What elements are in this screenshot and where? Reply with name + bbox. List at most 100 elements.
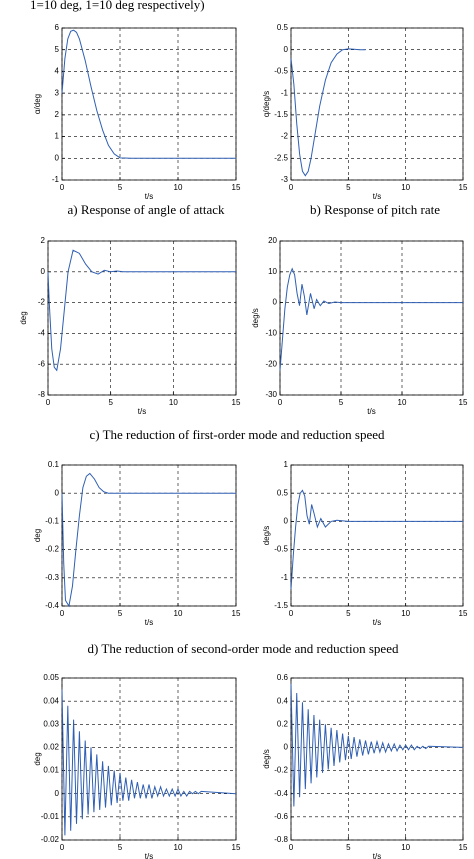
x-axis-label: t/s [145, 852, 153, 859]
y-tick-label: 4 [55, 67, 60, 76]
y-tick-label: -0.6 [274, 812, 288, 821]
caption: a) Response of angle of attack [67, 202, 225, 217]
y-tick-label: 5 [55, 45, 60, 54]
x-tick-label: 0 [289, 183, 294, 192]
y-tick-label: -10 [265, 329, 277, 338]
top-text: 1=10 deg, 1=10 deg respectively) [30, 0, 205, 12]
y-tick-label: -0.1 [45, 517, 59, 526]
y-tick-label: 6 [55, 23, 60, 32]
x-tick-label: 15 [232, 398, 241, 407]
y-tick-label: -1 [281, 88, 289, 97]
x-tick-label: 5 [346, 609, 351, 618]
y-tick-label: 0.04 [43, 696, 59, 705]
x-tick-label: 10 [401, 183, 410, 192]
x-tick-label: 10 [174, 609, 183, 618]
x-tick-label: 0 [289, 609, 294, 618]
y-tick-label: -1.5 [274, 601, 288, 610]
plot-frame [290, 677, 464, 841]
y-tick-label: -0.2 [274, 766, 288, 775]
curve [290, 683, 464, 807]
y-tick-label: 0 [41, 267, 46, 276]
y-axis-label: α/deg [33, 94, 42, 114]
y-tick-label: 0 [284, 743, 289, 752]
plot-frame [61, 677, 237, 841]
y-tick-label: 0.01 [43, 766, 59, 775]
y-tick-label: -2 [38, 298, 46, 307]
y-tick-label: -0.8 [274, 835, 288, 844]
y-tick-label: 0.5 [277, 488, 289, 497]
y-tick-label: 0 [55, 153, 60, 162]
y-tick-label: 2 [41, 236, 46, 245]
y-tick-label: -1.5 [274, 110, 288, 119]
x-tick-label: 15 [459, 609, 468, 618]
y-tick-label: 10 [268, 267, 277, 276]
plot-frame [290, 27, 464, 181]
x-axis-label: t/s [373, 618, 381, 627]
y-tick-label: -30 [265, 390, 277, 399]
curve [290, 48, 366, 177]
x-axis-label: t/s [138, 407, 146, 416]
y-axis-label: deg [33, 752, 42, 765]
y-tick-label: -0.5 [274, 545, 288, 554]
y-tick-label: 0.1 [48, 460, 60, 469]
x-tick-label: 5 [108, 398, 113, 407]
y-tick-label: 0 [284, 517, 289, 526]
y-tick-label: -6 [38, 359, 46, 368]
y-tick-label: 0.2 [277, 719, 289, 728]
plot-frame [279, 240, 464, 396]
y-axis-label: deg/s [262, 526, 271, 546]
plot-frame [290, 464, 464, 607]
x-tick-label: 15 [232, 609, 241, 618]
x-tick-label: 5 [118, 843, 123, 852]
y-tick-label: -8 [38, 390, 46, 399]
y-tick-label: 0 [55, 789, 60, 798]
caption: c) The reduction of first-order mode and… [89, 427, 385, 442]
x-tick-label: 15 [232, 183, 241, 192]
y-axis-label: deg [19, 311, 28, 324]
x-axis-label: t/s [145, 618, 153, 627]
y-axis-label: q/deg/s [262, 91, 271, 117]
y-tick-label: 0.03 [43, 719, 59, 728]
x-tick-label: 10 [401, 843, 410, 852]
curve [61, 29, 236, 159]
y-axis-label: deg/s [262, 749, 271, 769]
y-tick-label: -0.4 [274, 789, 288, 798]
y-tick-label: 0 [55, 488, 60, 497]
x-axis-label: t/s [373, 192, 381, 201]
y-tick-label: -0.5 [274, 67, 288, 76]
x-tick-label: 15 [459, 843, 468, 852]
y-tick-label: 0.6 [277, 673, 289, 682]
x-axis-label: t/s [145, 192, 153, 201]
x-tick-label: 10 [169, 398, 178, 407]
y-axis-label: deg/s [251, 308, 260, 328]
y-tick-label: 1 [284, 460, 289, 469]
x-tick-label: 0 [60, 609, 65, 618]
plot-frame [61, 27, 237, 181]
x-tick-label: 10 [398, 398, 407, 407]
y-tick-label: 2 [55, 110, 60, 119]
y-axis-label: deg [33, 529, 42, 542]
plot-frame [47, 240, 237, 396]
x-tick-label: 5 [118, 609, 123, 618]
curve [47, 249, 236, 372]
x-tick-label: 0 [46, 398, 51, 407]
x-tick-label: 15 [232, 843, 241, 852]
x-tick-label: 0 [278, 398, 283, 407]
y-tick-label: -0.02 [41, 835, 60, 844]
x-tick-label: 15 [459, 183, 468, 192]
y-tick-label: -0.4 [45, 601, 59, 610]
x-tick-label: 5 [346, 843, 351, 852]
y-tick-label: 0.5 [277, 23, 289, 32]
curve [61, 472, 236, 608]
x-tick-label: 15 [459, 398, 468, 407]
y-tick-label: 3 [55, 88, 60, 97]
x-tick-label: 10 [174, 183, 183, 192]
y-tick-label: 1 [55, 132, 60, 141]
y-tick-label: 0.05 [43, 673, 59, 682]
caption: d) The reduction of second-order mode an… [88, 641, 399, 656]
y-tick-label: 0.02 [43, 743, 59, 752]
y-tick-label: 0 [284, 45, 289, 54]
y-tick-label: -2.5 [274, 153, 288, 162]
y-tick-label: 0.4 [277, 696, 289, 705]
